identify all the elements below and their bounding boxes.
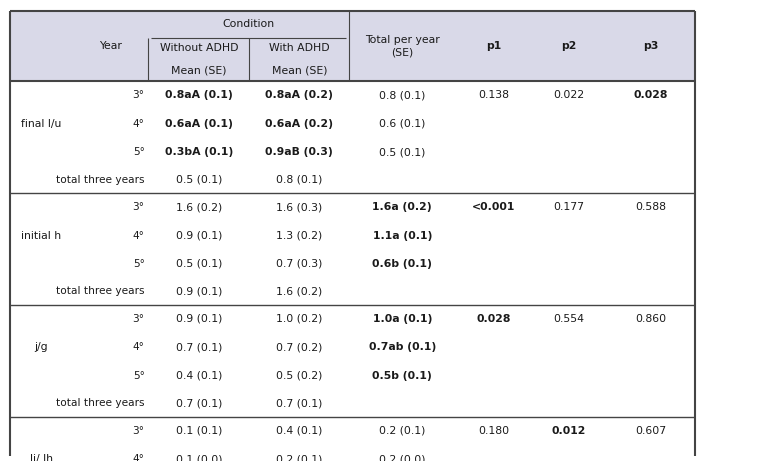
Bar bbox=[10, 109, 695, 138]
Text: 3°: 3° bbox=[133, 426, 144, 436]
Text: 0.6b (0.1): 0.6b (0.1) bbox=[372, 259, 432, 269]
Bar bbox=[10, 81, 695, 109]
Text: 4°: 4° bbox=[133, 343, 144, 352]
Text: 0.5b (0.1): 0.5b (0.1) bbox=[372, 371, 432, 381]
Text: 0.9 (0.1): 0.9 (0.1) bbox=[176, 286, 222, 296]
Text: 0.028: 0.028 bbox=[633, 90, 668, 100]
Bar bbox=[10, 250, 695, 278]
Text: p3: p3 bbox=[643, 41, 659, 51]
Text: final l/u: final l/u bbox=[21, 118, 62, 129]
Bar bbox=[10, 417, 695, 445]
Text: 1.6 (0.2): 1.6 (0.2) bbox=[276, 286, 322, 296]
Text: 0.607: 0.607 bbox=[635, 426, 666, 436]
Text: total three years: total three years bbox=[57, 286, 144, 296]
Bar bbox=[10, 390, 695, 417]
Bar bbox=[10, 166, 695, 193]
Text: 0.3bA (0.1): 0.3bA (0.1) bbox=[165, 147, 233, 157]
Text: initial h: initial h bbox=[21, 230, 61, 241]
Text: p1: p1 bbox=[486, 41, 501, 51]
Text: 0.1 (0.0): 0.1 (0.0) bbox=[176, 454, 222, 461]
Text: 0.8aA (0.2): 0.8aA (0.2) bbox=[265, 90, 333, 100]
Text: 4°: 4° bbox=[133, 118, 144, 129]
Text: 0.6aA (0.1): 0.6aA (0.1) bbox=[165, 118, 233, 129]
Text: Without ADHD: Without ADHD bbox=[160, 43, 238, 53]
Text: 0.2 (0.0): 0.2 (0.0) bbox=[379, 454, 426, 461]
Text: 0.1 (0.1): 0.1 (0.1) bbox=[176, 426, 222, 436]
Text: 0.5 (0.1): 0.5 (0.1) bbox=[176, 175, 222, 184]
Text: 0.7 (0.3): 0.7 (0.3) bbox=[276, 259, 322, 269]
Text: 0.4 (0.1): 0.4 (0.1) bbox=[176, 371, 222, 381]
Text: 3°: 3° bbox=[133, 314, 144, 324]
Text: 0.7 (0.1): 0.7 (0.1) bbox=[176, 343, 222, 352]
Text: 0.8 (0.1): 0.8 (0.1) bbox=[276, 175, 322, 184]
Text: 0.5 (0.1): 0.5 (0.1) bbox=[176, 259, 222, 269]
Text: 0.8aA (0.1): 0.8aA (0.1) bbox=[165, 90, 233, 100]
Text: 0.554: 0.554 bbox=[554, 314, 584, 324]
Bar bbox=[10, 305, 695, 333]
Text: 0.9 (0.1): 0.9 (0.1) bbox=[176, 314, 222, 324]
Text: total three years: total three years bbox=[57, 398, 144, 408]
Bar bbox=[10, 278, 695, 305]
Text: 0.2 (0.1): 0.2 (0.1) bbox=[276, 454, 322, 461]
Text: Total per year
(SE): Total per year (SE) bbox=[365, 35, 439, 57]
Text: 0.5 (0.2): 0.5 (0.2) bbox=[276, 371, 322, 381]
Text: 0.4 (0.1): 0.4 (0.1) bbox=[276, 426, 322, 436]
Text: 0.7 (0.1): 0.7 (0.1) bbox=[276, 398, 322, 408]
Text: 0.6 (0.1): 0.6 (0.1) bbox=[379, 118, 426, 129]
Bar bbox=[10, 445, 695, 461]
Text: 1.0a (0.1): 1.0a (0.1) bbox=[373, 314, 432, 324]
Text: li/ lh: li/ lh bbox=[30, 454, 53, 461]
Text: 3°: 3° bbox=[133, 90, 144, 100]
Text: 0.9aB (0.3): 0.9aB (0.3) bbox=[265, 147, 333, 157]
Text: 0.588: 0.588 bbox=[636, 202, 666, 212]
Text: 0.9 (0.1): 0.9 (0.1) bbox=[176, 230, 222, 241]
Text: <0.001: <0.001 bbox=[472, 202, 515, 212]
Bar bbox=[10, 12, 695, 81]
Text: 0.012: 0.012 bbox=[552, 426, 586, 436]
Text: 1.6 (0.3): 1.6 (0.3) bbox=[276, 202, 322, 212]
Text: 5°: 5° bbox=[133, 371, 144, 381]
Text: 1.3 (0.2): 1.3 (0.2) bbox=[276, 230, 322, 241]
Text: Mean (SE): Mean (SE) bbox=[171, 65, 227, 75]
Bar bbox=[10, 193, 695, 221]
Bar bbox=[10, 138, 695, 166]
Text: 3°: 3° bbox=[133, 202, 144, 212]
Text: 0.7 (0.2): 0.7 (0.2) bbox=[276, 343, 322, 352]
Text: 4°: 4° bbox=[133, 454, 144, 461]
Text: Condition: Condition bbox=[222, 19, 275, 30]
Text: 0.7ab (0.1): 0.7ab (0.1) bbox=[368, 343, 435, 352]
Text: 0.7 (0.1): 0.7 (0.1) bbox=[176, 398, 222, 408]
Text: 1.1a (0.1): 1.1a (0.1) bbox=[373, 230, 432, 241]
Text: 5°: 5° bbox=[133, 147, 144, 157]
Text: 4°: 4° bbox=[133, 230, 144, 241]
Text: 0.6aA (0.2): 0.6aA (0.2) bbox=[265, 118, 333, 129]
Text: 0.860: 0.860 bbox=[635, 314, 666, 324]
Text: 0.022: 0.022 bbox=[554, 90, 584, 100]
Bar bbox=[10, 333, 695, 361]
Bar bbox=[10, 221, 695, 250]
Text: 0.5 (0.1): 0.5 (0.1) bbox=[379, 147, 426, 157]
Text: 0.2 (0.1): 0.2 (0.1) bbox=[379, 426, 426, 436]
Text: 1.6 (0.2): 1.6 (0.2) bbox=[176, 202, 222, 212]
Text: 1.0 (0.2): 1.0 (0.2) bbox=[276, 314, 322, 324]
Text: 0.8 (0.1): 0.8 (0.1) bbox=[379, 90, 426, 100]
Text: 1.6a (0.2): 1.6a (0.2) bbox=[372, 202, 432, 212]
Text: p2: p2 bbox=[562, 41, 577, 51]
Text: 0.138: 0.138 bbox=[478, 90, 509, 100]
Text: total three years: total three years bbox=[57, 175, 144, 184]
Text: 0.028: 0.028 bbox=[477, 314, 511, 324]
Text: Year: Year bbox=[99, 41, 122, 51]
Text: 0.177: 0.177 bbox=[554, 202, 584, 212]
Text: 0.180: 0.180 bbox=[478, 426, 509, 436]
Text: 5°: 5° bbox=[133, 259, 144, 269]
Text: Mean (SE): Mean (SE) bbox=[271, 65, 327, 75]
Text: j/g: j/g bbox=[34, 343, 48, 352]
Text: With ADHD: With ADHD bbox=[269, 43, 329, 53]
Bar bbox=[10, 361, 695, 390]
